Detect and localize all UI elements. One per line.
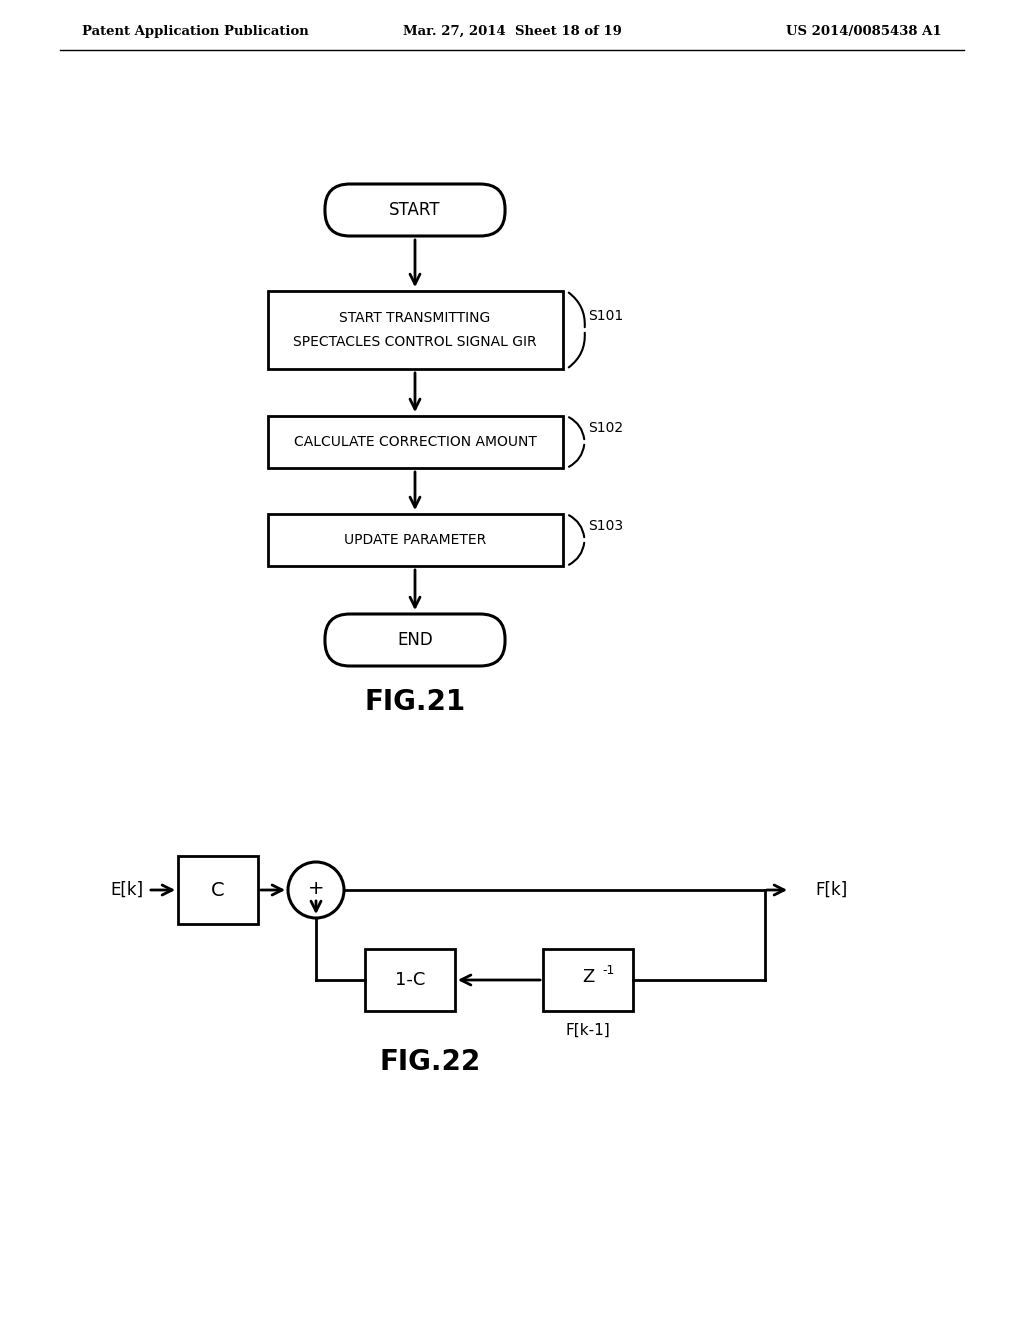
Bar [543,949,633,1011]
Text: 1-C: 1-C [395,972,425,989]
Text: END: END [397,631,433,649]
Bar [267,416,562,469]
Text: -1: -1 [602,964,614,977]
Text: UPDATE PARAMETER: UPDATE PARAMETER [344,533,486,546]
Text: F[k-1]: F[k-1] [565,1023,610,1038]
Text: Mar. 27, 2014  Sheet 18 of 19: Mar. 27, 2014 Sheet 18 of 19 [402,25,622,38]
Text: S103: S103 [589,519,624,533]
Text: +: + [308,879,325,898]
FancyBboxPatch shape [325,183,505,236]
Text: S102: S102 [589,421,624,436]
Bar [267,290,562,370]
Text: START TRANSMITTING: START TRANSMITTING [339,312,490,325]
Bar [178,855,258,924]
Text: S101: S101 [589,309,624,323]
Text: US 2014/0085438 A1: US 2014/0085438 A1 [786,25,942,38]
Text: CALCULATE CORRECTION AMOUNT: CALCULATE CORRECTION AMOUNT [294,436,537,449]
Text: E[k]: E[k] [110,880,143,899]
Text: F[k]: F[k] [815,880,847,899]
Text: Patent Application Publication: Patent Application Publication [82,25,309,38]
FancyBboxPatch shape [325,614,505,667]
Bar [267,513,562,566]
Text: SPECTACLES CONTROL SIGNAL GIR: SPECTACLES CONTROL SIGNAL GIR [293,335,537,348]
Text: FIG.21: FIG.21 [365,688,466,715]
Text: C: C [211,880,225,899]
Text: Z: Z [582,968,594,986]
Bar [365,949,455,1011]
Text: FIG.22: FIG.22 [379,1048,480,1076]
Text: START: START [389,201,440,219]
